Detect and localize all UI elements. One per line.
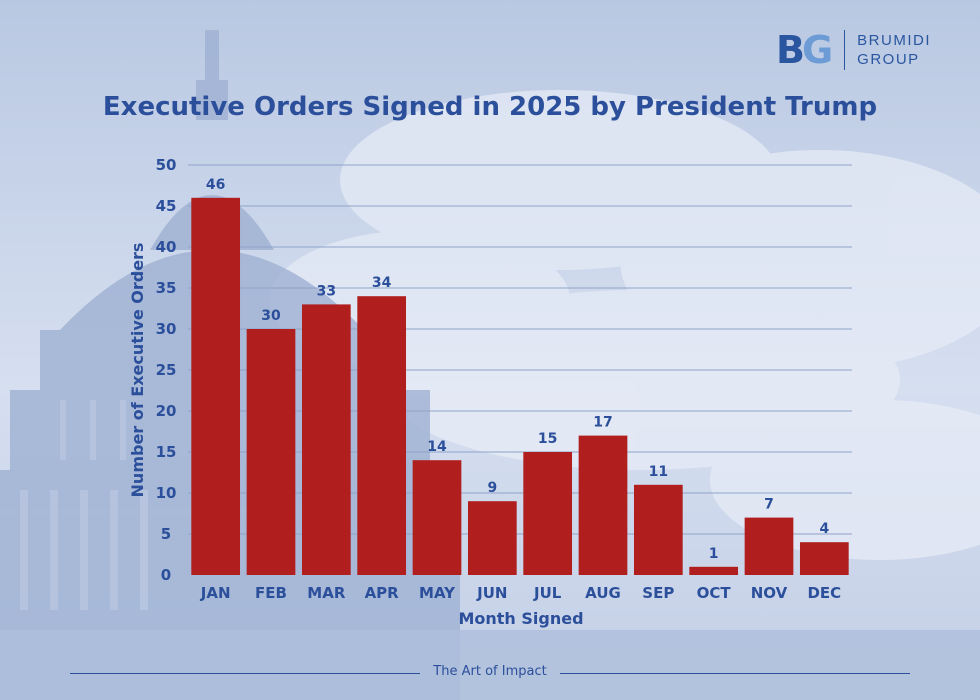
x-tick-label: MAR [307,584,346,602]
y-tick-label: 50 [156,156,177,174]
x-tick-label: JAN [200,584,231,602]
logo-wordmark: BRUMIDI GROUP [857,31,931,69]
data-label: 4 [819,521,829,537]
data-label: 11 [649,464,668,480]
logo-line-2: GROUP [857,51,920,68]
bar-jul [523,452,573,575]
y-axis-title: Number of Executive Orders [128,243,147,498]
data-label: 7 [764,497,774,513]
bar-aug [578,435,628,575]
x-axis-ticks: JAN FEB MAR APR MAY JUN JUL AUG SEP OCT NOV DEC [200,584,841,602]
x-axis-title: Month Signed [458,609,583,628]
y-tick-label: 5 [161,525,171,543]
y-tick-label: 20 [156,402,177,420]
x-tick-label: MAY [419,584,456,602]
logo-line-1: BRUMIDI [857,32,932,49]
footer-rule-right [560,673,910,674]
data-label: 34 [372,275,392,291]
bar-jun [467,501,517,575]
x-tick-label: JUN [476,584,507,602]
data-label: 46 [206,177,225,193]
bar-sep [633,484,683,575]
bar-mar [301,304,351,575]
x-tick-label: APR [365,584,400,602]
y-tick-label: 25 [156,361,177,379]
x-tick-label: JUL [533,584,562,602]
data-label: 30 [261,308,281,324]
x-tick-label: SEP [642,584,674,602]
bar-nov [744,517,794,575]
brumidi-group-logo: BG BRUMIDI GROUP [776,30,931,70]
y-tick-label: 45 [156,197,177,215]
bar-oct [689,566,739,575]
y-tick-label: 40 [156,238,177,256]
data-label: 15 [538,431,557,447]
y-tick-label: 10 [156,484,177,502]
bar-jan [191,197,241,576]
bar-may [412,460,462,575]
y-tick-label: 15 [156,443,177,461]
chart-title: Executive Orders Signed in 2025 by Presi… [102,92,878,122]
x-tick-label: AUG [585,584,621,602]
y-tick-label: 0 [161,566,171,584]
data-label: 1 [709,546,719,562]
data-label: 33 [317,283,336,299]
x-tick-label: FEB [255,584,287,602]
data-label: 14 [427,439,447,455]
logo-divider [844,30,846,70]
footer-rule-left [70,673,420,674]
data-label: 17 [593,415,612,431]
x-tick-label: OCT [697,584,732,602]
y-tick-label: 30 [156,320,177,338]
y-tick-label: 35 [156,279,177,297]
data-label: 9 [487,480,497,496]
bar-feb [246,329,296,575]
bars [191,197,849,576]
gridlines [188,164,852,535]
footer-tagline: The Art of Impact [433,664,547,679]
bar-apr [357,296,407,575]
y-axis-ticks: 0 5 10 15 20 25 30 35 40 45 50 [156,156,177,584]
x-tick-label: NOV [751,584,788,602]
bar-dec [799,542,849,575]
bg-logo-mark: BG [776,28,833,72]
x-tick-label: DEC [807,584,841,602]
